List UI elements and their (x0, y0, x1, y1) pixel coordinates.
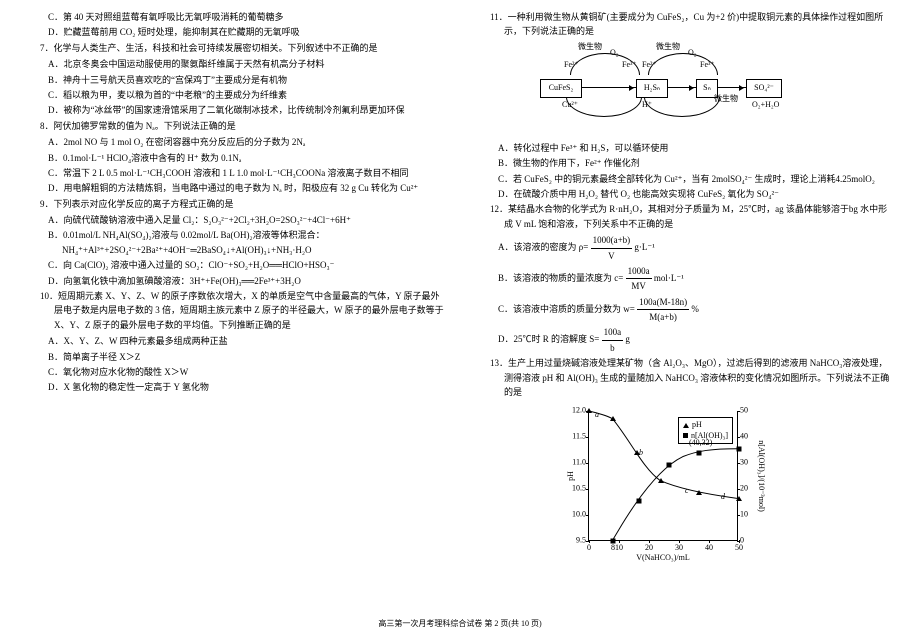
frac-d-num: 100a (602, 325, 624, 340)
lbl-o2a: O₂ (610, 47, 619, 60)
frac-b-num: 1000a (626, 264, 652, 279)
frac-d-den: b (602, 341, 624, 355)
q12d-suffix: g (625, 334, 630, 344)
q12b-prefix: B．该溶液的物质的量浓度为 c= (498, 273, 623, 283)
q12d-prefix: D．25℃时 R 的溶解度 S= (498, 334, 599, 344)
chart-plot: pH n[Al(OH)₃] (40,32) pH n[Al(OH)₃]/(10⁻… (588, 411, 738, 541)
left-column: C．第 40 天对照组蓝莓有氧呼吸比无氧呼吸消耗的葡萄糖多 D．贮藏蓝莓前用 C… (18, 10, 460, 615)
lbl-fe3a: Fe³⁺ (622, 59, 637, 72)
q12-opt-b: B．该溶液的物质的量浓度为 c= 1000a MV mol·L⁻¹ (476, 264, 894, 294)
q13: 13．生产上用过量烧碱溶液处理某矿物（含 Al₂O₃、MgO），过滤后得到的滤液… (476, 356, 894, 399)
q11-opt-c: C．若 CuFeS₂ 中的铜元素最终全部转化为 Cu²⁺，当有 2molSO₄²… (476, 172, 894, 186)
lbl-fe2a: Fe²⁺ (564, 59, 579, 72)
q12-opt-c: C．该溶液中溶质的质量分数为 w= 100a(M-18n) M(a+b) % (476, 295, 894, 325)
q10: 10．短周期元素 X、Y、Z、W 的原子序数依次增大，X 的单质是空气中含量最高… (26, 289, 444, 332)
lbl-fe2b: Fe²⁺ (642, 59, 657, 72)
q8-opt-c: C．常温下 2 L 0.5 mol·L⁻¹CH₃COOH 溶液和 1 L 1.0… (26, 166, 444, 180)
q12-opt-d: D．25℃时 R 的溶解度 S= 100a b g (476, 325, 894, 355)
q8-opt-b: B．0.1mol·L⁻¹ HClO₄溶液中含有的 H⁺ 数为 0.1Nₐ (26, 151, 444, 165)
q9-opt-b: B．0.01mol/L NH₄Al(SO₄)₂溶液与 0.02mol/L Ba(… (26, 228, 444, 257)
lbl-micro1: 微生物 (578, 41, 602, 54)
q6-opt-d: D．贮藏蓝莓前用 CO₂ 短时处理，能抑制其在贮藏期的无氧呼吸 (26, 25, 444, 39)
q13-chart: pH n[Al(OH)₃] (40,32) pH n[Al(OH)₃]/(10⁻… (556, 401, 776, 571)
frac-c-num: 100a(M-18n) (637, 295, 689, 310)
q10-opt-d: D．X 氢化物的稳定性一定高于 Y 氢化物 (26, 380, 444, 394)
q7-opt-c: C．稻以粮为甲，麦以粮为首的“中老粮”的主要成分为纤维素 (26, 88, 444, 102)
lbl-o2h2o: O₂+H₂O (752, 99, 779, 112)
q12a-suffix: g·L⁻¹ (634, 242, 654, 252)
ylabel-left: pH (565, 471, 578, 481)
legend-sq-icon (683, 433, 688, 438)
q10-opt-b: B．简单离子半径 X＞Z (26, 350, 444, 364)
q12: 12．某结晶水合物的化学式为 R·nH₂O，其相对分子质量为 M，25℃时，ag… (476, 202, 894, 231)
arr-2 (668, 87, 696, 88)
q11-opt-d: D．在硫酸介质中用 H₂O₂ 替代 O₂ 也能高效实现将 CuFeS₂ 氧化为 … (476, 187, 894, 201)
arc-4 (644, 97, 720, 117)
page-footer: 高三第一次月考理科综合试卷 第 2 页(共 10 页) (0, 618, 920, 631)
q11-diagram: CuFeS₂ H₂Sₙ Sₙ SO₄²⁻ 微生物 微生物 微生物 O₂ O₂ F… (536, 41, 796, 141)
lbl-micro3: 微生物 (714, 93, 738, 106)
q12a-prefix: A．该溶液的密度为 ρ= (498, 242, 588, 252)
box-cufes2: CuFeS₂ (540, 79, 582, 98)
q12c-prefix: C．该溶液中溶质的质量分数为 w= (498, 304, 635, 314)
q9: 9．下列表示对应化学反应的离子方程式正确的是 (26, 197, 444, 211)
lbl-cu2: Cu²⁺ (562, 99, 578, 112)
q10-opt-c: C．氧化物对应水化物的酸性 X＞W (26, 365, 444, 379)
lbl-o2b: O₂ (688, 47, 697, 60)
frac-b-den: MV (626, 279, 652, 293)
q12b-suffix: mol·L⁻¹ (654, 273, 684, 283)
legend-tri-icon (683, 423, 689, 428)
box-h2s: H₂Sₙ (636, 79, 668, 98)
q6-opt-c: C．第 40 天对照组蓝莓有氧呼吸比无氧呼吸消耗的葡萄糖多 (26, 10, 444, 24)
lbl-h2: H⁺ (642, 99, 652, 112)
q7: 7．化学与人类生产、生活，科技和社会可持续发展密切相关。下列叙述中不正确的是 (26, 41, 444, 55)
frac-a-num: 1000(a+b) (591, 233, 633, 248)
q7-opt-b: B．神舟十三号航天员喜欢吃的“宫保鸡丁”主要成分是有机物 (26, 73, 444, 87)
legend-ph: pH (692, 420, 702, 429)
q12c-suffix: % (691, 304, 699, 314)
q9-opt-a: A．向硫代硫酸钠溶液中通入足量 Cl₂：S₂O₃²⁻+2Cl₂+3H₂O=2SO… (26, 213, 444, 227)
right-column: 11．一种利用微生物从黄铜矿(主要成分为 CuFeS₂，Cu 为+2 价)中提取… (460, 10, 902, 615)
chart-annot: (40,32) (689, 437, 712, 450)
q11: 11．一种利用微生物从黄铜矿(主要成分为 CuFeS₂，Cu 为+2 价)中提取… (476, 10, 894, 39)
frac-c-den: M(a+b) (637, 310, 689, 324)
q11-opt-b: B．微生物的作用下，Fe²⁺ 作催化剂 (476, 156, 894, 170)
box-so4: SO₄²⁻ (746, 79, 782, 98)
q7-opt-a: A．北京冬奥会中国运动服使用的聚氨酯纤维属于天然有机高分子材料 (26, 57, 444, 71)
q10-opt-a: A．X、Y、Z、W 四种元素最多组成两种正盐 (26, 334, 444, 348)
lbl-micro2: 微生物 (656, 41, 680, 54)
q7-opt-d: D．被称为“冰丝带”的国家速滑馆采用了二氧化碳制冰技术，比传统制冷剂氟利昂更加环… (26, 103, 444, 117)
q9-opt-d: D．向氢氧化铁中滴加氢碘酸溶液：3H⁺+Fe(OH)₃══2Fe³⁺+3H₂O (26, 274, 444, 288)
q11-opt-a: A．转化过程中 Fe³⁺ 和 H₂S，可以循环使用 (476, 141, 894, 155)
q8-opt-d: D．用电解粗铜的方法精炼铜，当电路中通过的电子数为 Nₐ 时，阳极应有 32 g… (26, 181, 444, 195)
frac-a-den: V (591, 249, 633, 263)
lbl-fe3b: Fe³⁺ (700, 59, 715, 72)
q8-opt-a: A．2mol NO 与 1 mol O₂ 在密闭容器中充分反应后的分子数为 2N… (26, 135, 444, 149)
q8: 8．阿伏加德罗常数的值为 Nₐ。下列说法正确的是 (26, 119, 444, 133)
arr-3 (718, 87, 746, 88)
q9-opt-c: C．向 Ca(ClO)₂ 溶液中通入过量的 SO₂：ClO⁻+SO₂+H₂O══… (26, 258, 444, 272)
q12-opt-a: A．该溶液的密度为 ρ= 1000(a+b) V g·L⁻¹ (476, 233, 894, 263)
ylabel-right: n[Al(OH)₃]/(10⁻³mol) (754, 440, 767, 512)
al-curve (613, 449, 737, 540)
arr-1 (582, 87, 636, 88)
